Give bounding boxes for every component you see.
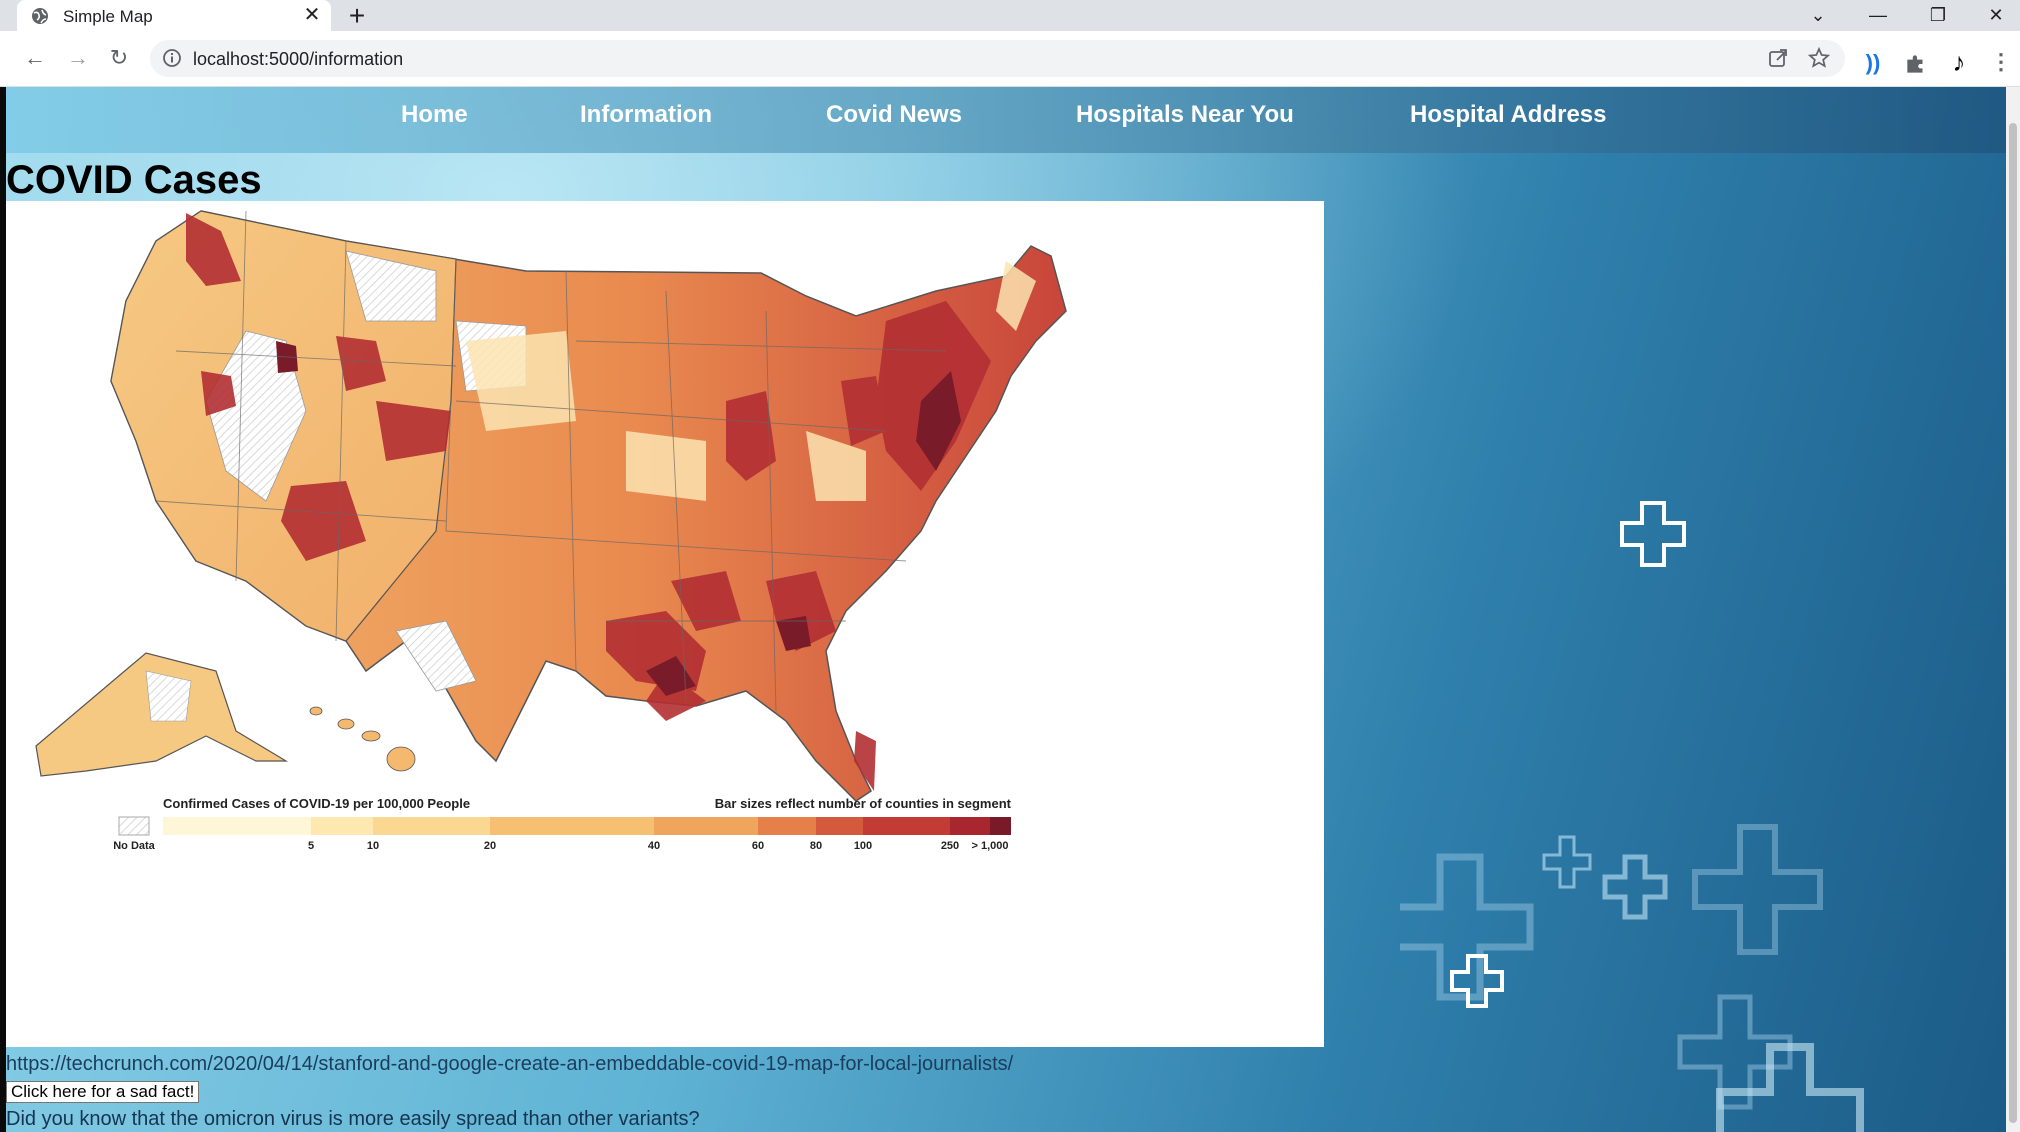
tab-title: Simple Map: [63, 7, 153, 26]
source-link[interactable]: https://techcrunch.com/2020/04/14/stanfo…: [6, 1053, 1014, 1075]
legend-swatch: [863, 817, 950, 835]
light-counties: [466, 261, 1036, 501]
nav-information[interactable]: Information: [580, 101, 712, 128]
page-left-border: [0, 87, 6, 1132]
legend-tick-label: 5: [308, 840, 314, 852]
legend-tick-label: > 1,000: [971, 840, 1008, 852]
legend-swatch: [950, 817, 990, 835]
nav-hospitals-near-you[interactable]: Hospitals Near You: [1076, 101, 1294, 128]
address-bar[interactable]: localhost:5000/information: [150, 40, 1845, 77]
music-note-icon[interactable]: ♪: [1952, 47, 1966, 77]
legend-note: Bar sizes reflect number of counties in …: [715, 796, 1012, 811]
no-data-region: [345, 250, 437, 322]
state-boundaries: [155, 210, 947, 712]
legend-tick-label: 40: [648, 840, 660, 852]
star-icon[interactable]: [1808, 47, 1830, 69]
tab-search-icon[interactable]: ⌄: [1810, 5, 1826, 25]
page-viewport: Home Information Covid News Hospitals Ne…: [0, 87, 2020, 1132]
reload-icon[interactable]: ↻: [109, 45, 129, 70]
legend-swatch: [654, 817, 758, 835]
page-title: COVID Cases: [6, 158, 262, 202]
tab-close-icon[interactable]: ✕: [303, 4, 321, 26]
nav-home[interactable]: Home: [401, 101, 468, 128]
legend-swatch: [490, 817, 654, 835]
minimize-button[interactable]: —: [1869, 5, 1887, 25]
browser-tab[interactable]: Simple Map ✕: [17, 0, 331, 31]
browser-toolbar: ← → ↻ localhost:5000/information )) ♪ ⋮: [0, 31, 2020, 87]
legend-tick-label: 250: [941, 840, 959, 852]
kebab-menu-icon[interactable]: ⋮: [1990, 49, 2012, 74]
legend-tick-label: 80: [810, 840, 822, 852]
back-icon[interactable]: ←: [24, 45, 46, 70]
close-window-button[interactable]: ✕: [1988, 5, 2004, 25]
hawaii-inset: [309, 706, 416, 772]
no-data-label: No Data: [113, 840, 155, 852]
legend-swatch: [373, 817, 490, 835]
url-text[interactable]: localhost:5000/information: [193, 49, 404, 69]
nav-hospital-address[interactable]: Hospital Address: [1410, 101, 1607, 128]
forward-icon[interactable]: →: [67, 45, 89, 70]
restore-button[interactable]: ❐: [1929, 5, 1947, 25]
no-data-swatch: [118, 816, 150, 836]
audio-extension-icon[interactable]: )): [1865, 50, 1881, 75]
tab-strip: Simple Map ✕ + ⌄ — ❐ ✕: [0, 0, 2020, 31]
info-icon[interactable]: [162, 48, 182, 68]
us-county-choropleth-map: Confirmed Cases of COVID-19 per 100,000 …: [35, 210, 1067, 852]
legend-swatch: [816, 817, 863, 835]
share-icon[interactable]: [1767, 47, 1789, 69]
medical-cross-icon: [1620, 501, 1686, 567]
legend-swatch: [163, 817, 311, 835]
top-navigation: Home Information Covid News Hospitals Ne…: [6, 87, 2006, 153]
legend-tick-label: 20: [484, 840, 496, 852]
nav-covid-news[interactable]: Covid News: [826, 101, 963, 128]
legend-tick-label: 60: [752, 840, 764, 852]
legend-tick-label: 100: [854, 840, 872, 852]
fact-text: Did you know that the omicron virus is m…: [6, 1108, 700, 1130]
scrollbar-thumb[interactable]: [2009, 123, 2017, 1123]
sad-fact-button[interactable]: Click here for a sad fact!: [6, 1081, 200, 1103]
medical-cross-icon: [1450, 954, 1504, 1008]
legend-swatch: [311, 817, 373, 835]
covid-cases-map: Confirmed Cases of COVID-19 per 100,000 …: [6, 201, 1324, 1047]
puzzle-icon[interactable]: [1903, 51, 1929, 77]
legend-color-bar: [163, 817, 1011, 835]
no-data-region: [395, 620, 477, 692]
legend-swatch: [758, 817, 816, 835]
legend-tick-label: 10: [367, 840, 379, 852]
hotspot-severe: [276, 341, 961, 696]
new-tab-button[interactable]: +: [348, 0, 366, 31]
globe-icon: [32, 8, 48, 24]
legend-ticks: 5 10 20 40 60 80 100 250 > 1,000: [308, 840, 1009, 852]
legend-swatch: [990, 817, 1011, 835]
medical-cross-decoration: [1400, 824, 1864, 1132]
legend-title: Confirmed Cases of COVID-19 per 100,000 …: [163, 796, 470, 811]
